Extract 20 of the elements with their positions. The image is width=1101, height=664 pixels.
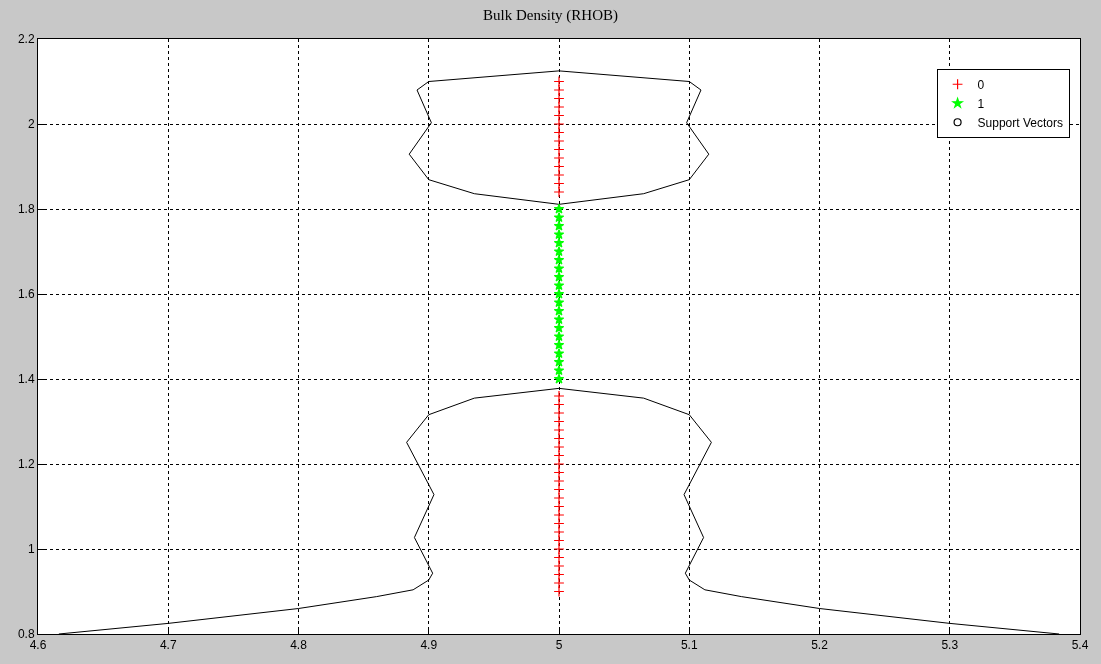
y-tick-label: 1.6	[17, 287, 35, 302]
x-tick-label: 4.9	[420, 638, 438, 653]
x-tick-label: 4.8	[290, 638, 308, 653]
x-tick-label: 5.1	[680, 638, 698, 653]
chart-title: Bulk Density (RHOB)	[483, 7, 618, 25]
legend-label: 1	[977, 96, 985, 111]
y-tick-label: 2	[27, 117, 35, 132]
x-tick-label: 4.7	[159, 638, 177, 653]
legend-label: Support Vectors	[977, 115, 1063, 130]
y-tick-label: 1	[27, 542, 35, 557]
x-tick-label: 5.4	[1071, 638, 1089, 653]
x-tick-label: 5.3	[941, 638, 959, 653]
y-tick-label: 2.2	[17, 32, 35, 47]
y-tick-label: 1.4	[17, 372, 35, 387]
x-tick-label: 5.2	[811, 638, 829, 653]
x-tick-label: 4.6	[29, 638, 47, 653]
y-tick-label: 1.8	[17, 202, 35, 217]
y-tick-label: 1.2	[17, 457, 35, 472]
x-tick-label: 5	[555, 638, 563, 653]
legend-label: 0	[977, 77, 985, 92]
